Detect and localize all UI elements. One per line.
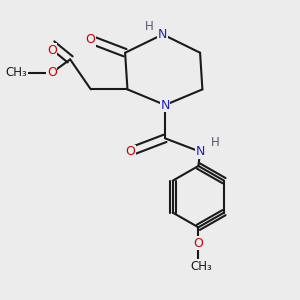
Text: O: O: [194, 237, 203, 250]
Text: H: H: [211, 136, 219, 149]
Text: H: H: [145, 20, 154, 33]
Text: N: N: [195, 145, 205, 158]
Text: CH₃: CH₃: [5, 66, 27, 79]
Text: O: O: [47, 66, 57, 79]
Text: O: O: [85, 33, 95, 46]
Text: N: N: [160, 98, 170, 112]
Text: O: O: [125, 145, 135, 158]
Text: O: O: [47, 44, 57, 57]
Text: CH₃: CH₃: [190, 260, 212, 273]
Text: N: N: [158, 28, 167, 41]
